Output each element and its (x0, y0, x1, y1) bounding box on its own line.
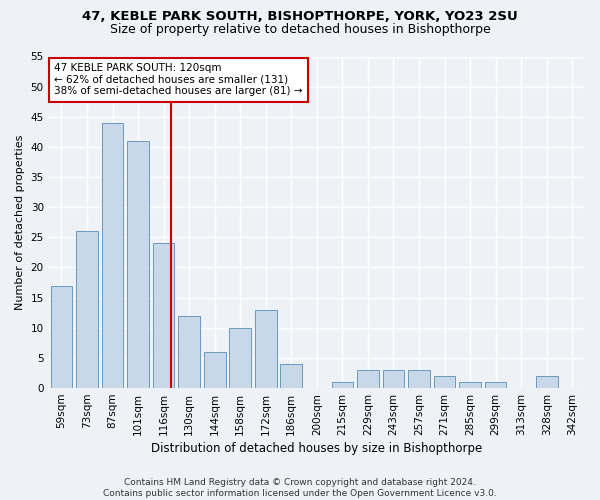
Bar (255, 310, 277, 388)
Bar (153, 244, 175, 388)
Bar (178, 316, 200, 388)
Bar (280, 364, 302, 388)
Bar (434, 376, 455, 388)
Bar (127, 141, 149, 388)
Bar (536, 376, 557, 388)
Y-axis label: Number of detached properties: Number of detached properties (15, 134, 25, 310)
Bar (50, 286, 72, 388)
X-axis label: Distribution of detached houses by size in Bishopthorpe: Distribution of detached houses by size … (151, 442, 482, 455)
Bar (101, 123, 124, 388)
Text: Contains HM Land Registry data © Crown copyright and database right 2024.
Contai: Contains HM Land Registry data © Crown c… (103, 478, 497, 498)
Bar (332, 382, 353, 388)
Bar (383, 370, 404, 388)
Bar (408, 370, 430, 388)
Text: Size of property relative to detached houses in Bishopthorpe: Size of property relative to detached ho… (110, 22, 490, 36)
Bar (76, 232, 98, 388)
Bar (485, 382, 506, 388)
Text: 47, KEBLE PARK SOUTH, BISHOPTHORPE, YORK, YO23 2SU: 47, KEBLE PARK SOUTH, BISHOPTHORPE, YORK… (82, 10, 518, 23)
Bar (204, 352, 226, 388)
Bar (229, 328, 251, 388)
Bar (357, 370, 379, 388)
Bar (459, 382, 481, 388)
Text: 47 KEBLE PARK SOUTH: 120sqm
← 62% of detached houses are smaller (131)
38% of se: 47 KEBLE PARK SOUTH: 120sqm ← 62% of det… (54, 63, 302, 96)
